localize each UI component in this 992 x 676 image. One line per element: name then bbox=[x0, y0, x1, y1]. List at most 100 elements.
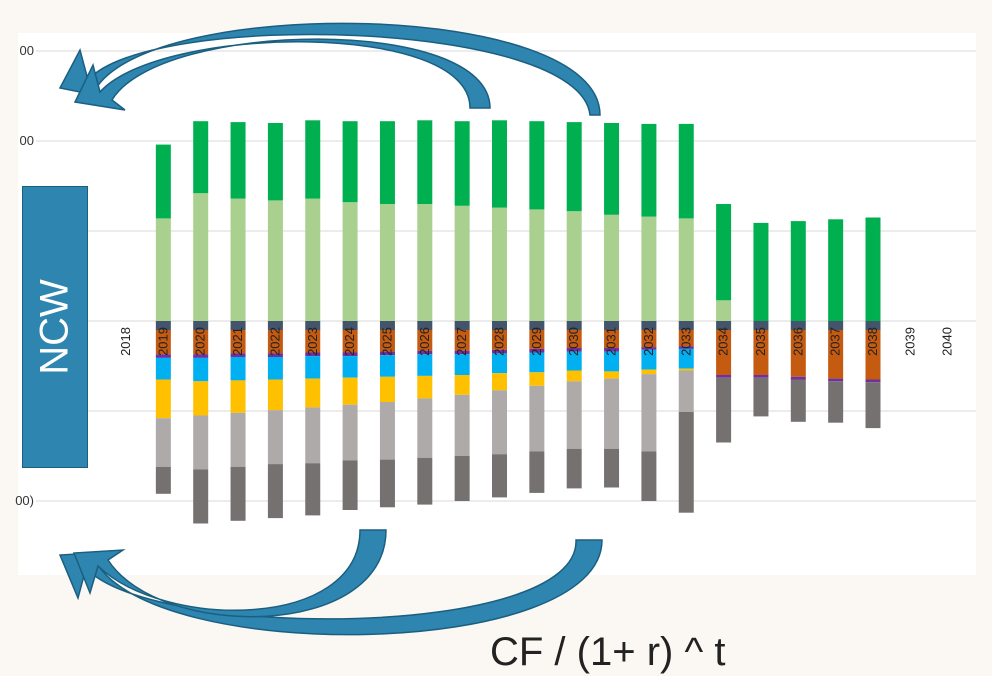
x-tick-label: 2028 bbox=[492, 327, 507, 356]
bar-segment bbox=[267, 357, 283, 380]
bar-segment bbox=[716, 375, 732, 378]
bar-segment bbox=[566, 448, 582, 489]
bar-segment bbox=[454, 330, 470, 351]
bar-segment bbox=[379, 355, 395, 377]
bar-segment bbox=[641, 349, 657, 370]
bar-segment bbox=[155, 321, 171, 330]
x-tick-label: 2029 bbox=[529, 327, 544, 356]
bar-segment bbox=[529, 121, 545, 210]
arrow-top-outer-icon bbox=[58, 22, 601, 116]
x-tick-label: 2035 bbox=[753, 327, 768, 356]
bar-segment bbox=[379, 459, 395, 508]
bar-segment bbox=[230, 330, 246, 354]
bar-segment bbox=[529, 321, 545, 330]
bar-segment bbox=[454, 205, 470, 321]
x-tick-label: 2037 bbox=[828, 327, 843, 356]
x-axis-tick-labels: 2018 2019 2020 2021 2022 2023 2024 2025 2026 2027… bbox=[118, 327, 955, 356]
bar-segment bbox=[753, 222, 769, 321]
bar-segment bbox=[604, 448, 620, 488]
bar-segment bbox=[716, 330, 732, 375]
bar-segment bbox=[155, 357, 171, 380]
bar-segment bbox=[193, 121, 209, 194]
bar-segment bbox=[342, 356, 358, 378]
bar-segment bbox=[417, 354, 433, 376]
discount-formula: CF / (1+ r) ^ t bbox=[490, 630, 726, 674]
bar-segment bbox=[566, 370, 582, 382]
bar-segment bbox=[267, 330, 283, 354]
x-tick-label: 2023 bbox=[305, 327, 320, 356]
bar-segment bbox=[604, 214, 620, 321]
bar-segment bbox=[417, 375, 433, 399]
bar-segment bbox=[417, 120, 433, 204]
bar-segment bbox=[604, 330, 620, 348]
bar-segment bbox=[678, 411, 694, 513]
x-tick-label: 2036 bbox=[790, 327, 805, 356]
bar-segment bbox=[379, 351, 395, 356]
bar-segment bbox=[604, 351, 620, 372]
bar-segment bbox=[193, 321, 209, 330]
bar-segment bbox=[379, 376, 395, 402]
bar-segment bbox=[305, 198, 321, 321]
bar-segment bbox=[716, 377, 732, 443]
ncw-box bbox=[22, 186, 88, 468]
x-tick-label: 2040 bbox=[940, 327, 955, 356]
bar-segment bbox=[492, 207, 507, 321]
bar-segment bbox=[566, 348, 582, 352]
bar-segment bbox=[529, 372, 545, 386]
y-tick-label: 00 bbox=[20, 133, 34, 148]
bar-segment bbox=[342, 330, 358, 353]
bar-segment bbox=[492, 120, 507, 208]
bar-segment bbox=[230, 321, 246, 330]
bar-segment bbox=[716, 204, 732, 301]
bar-segment bbox=[454, 394, 470, 456]
bar-segment bbox=[305, 120, 321, 199]
bar-segment bbox=[155, 379, 171, 419]
x-tick-label: 2025 bbox=[379, 327, 394, 356]
bar-segment bbox=[753, 330, 769, 375]
bar-segment bbox=[678, 348, 694, 369]
bar-segment bbox=[342, 321, 358, 330]
bar-segment bbox=[267, 321, 283, 330]
bar-segment bbox=[604, 378, 620, 449]
bar-segment bbox=[790, 221, 806, 321]
bar-segment bbox=[305, 463, 321, 516]
x-tick-label: 2024 bbox=[342, 327, 357, 356]
bar-segment bbox=[865, 217, 881, 321]
bar-segment bbox=[267, 379, 283, 411]
bar-segment bbox=[230, 466, 246, 521]
bar-segment bbox=[529, 385, 545, 452]
bar-segment bbox=[193, 357, 209, 382]
bar-segment bbox=[492, 330, 507, 350]
bar-segment bbox=[230, 353, 246, 357]
bar-segment bbox=[193, 381, 209, 416]
bar-segment bbox=[678, 370, 694, 412]
x-tick-label: 2038 bbox=[865, 327, 880, 356]
bar-segment bbox=[492, 373, 507, 391]
y-tick-label: 00) bbox=[15, 493, 34, 508]
bar-segment bbox=[230, 380, 246, 413]
bar-segment bbox=[641, 369, 657, 375]
x-tick-label: 2018 bbox=[118, 327, 133, 356]
bar-segment bbox=[753, 321, 769, 330]
bar-segment bbox=[678, 321, 694, 330]
bar-segment bbox=[155, 466, 171, 494]
bar-segment bbox=[379, 121, 395, 204]
x-tick-label: 2039 bbox=[902, 327, 917, 356]
bar-segment bbox=[305, 378, 321, 408]
bar-segment bbox=[566, 321, 582, 330]
bar-segment bbox=[417, 330, 433, 351]
bar-segment bbox=[230, 198, 246, 321]
x-tick-label: 2034 bbox=[716, 327, 731, 356]
bar-segment bbox=[417, 321, 433, 330]
bar-segment bbox=[492, 321, 507, 330]
bar-segment bbox=[379, 330, 395, 352]
bar-segment bbox=[267, 353, 283, 357]
bar-segment bbox=[641, 374, 657, 452]
bar-segment bbox=[454, 321, 470, 330]
bar-segment bbox=[604, 371, 620, 379]
bar-segment bbox=[604, 348, 620, 352]
bar-segment bbox=[716, 321, 732, 330]
bar-segment bbox=[529, 330, 545, 349]
bar-segment bbox=[492, 390, 507, 455]
